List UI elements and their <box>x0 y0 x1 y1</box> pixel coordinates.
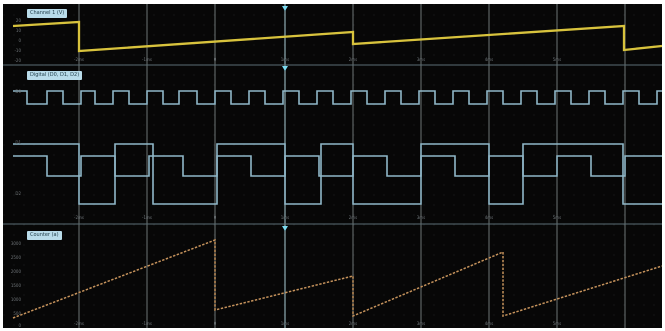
digital-time-label-7: 4ms <box>484 215 494 220</box>
counter-time-label-5: 2ms <box>348 321 358 326</box>
digital-axis-label-3: D2 <box>15 191 21 196</box>
analog-time-label-1: -2ms <box>74 57 84 62</box>
counter-axis-label-1: 3000 <box>10 241 21 246</box>
oscilloscope-plot-area <box>3 4 662 328</box>
counter-axis-label-3: 2000 <box>10 269 21 274</box>
digital-panel: Digital (D0, D1, D2) D0 D1 D2 -2ms -1ms … <box>3 65 662 224</box>
digital-time-label-6: 3ms <box>416 215 426 220</box>
analog-axis-label-1: 20 <box>15 18 21 23</box>
digital-panel-label: Digital (D0, D1, D2) <box>27 71 83 80</box>
digital-time-label-3: 0 <box>213 215 217 220</box>
counter-time-label-8: 5ms <box>552 321 562 326</box>
counter-time-label-6: 3ms <box>416 321 426 326</box>
analog-time-label-4: 1ms <box>280 57 290 62</box>
counter-panel-label: Counter (a) <box>27 231 62 240</box>
digital-waveform-d0 <box>13 90 662 105</box>
counter-panel: Counter (a) 3000 2500 2000 1500 1000 500… <box>3 224 662 328</box>
digital-time-label-2: -1ms <box>142 215 152 220</box>
analog-panel: Channel 1 (V) 20 10 0 -10 -20 -2ms -1ms … <box>3 4 662 65</box>
counter-time-label-2: -1ms <box>142 321 152 326</box>
digital-axis-label-1: D0 <box>15 89 21 94</box>
counter-time-label-1: -2ms <box>74 321 84 326</box>
digital-waveform-d1 <box>13 155 662 177</box>
analog-time-label-3: 0 <box>213 57 217 62</box>
digital-time-label-8: 5ms <box>552 215 562 220</box>
analog-time-label-2: -1ms <box>142 57 152 62</box>
digital-time-label-5: 2ms <box>348 215 358 220</box>
trigger-marker-counter[interactable] <box>282 226 288 231</box>
analog-time-label-7: 4ms <box>484 57 494 62</box>
counter-waveform <box>12 238 662 319</box>
analog-axis-label-3: 0 <box>18 38 21 43</box>
counter-time-label-7: 4ms <box>484 321 494 326</box>
digital-waveform-d2 <box>13 143 662 205</box>
counter-axis-label-5: 1000 <box>10 297 21 302</box>
digital-axis-label-2: D1 <box>15 140 21 145</box>
analog-axis-label-2: 10 <box>15 28 21 33</box>
counter-axis-label-4: 1500 <box>10 283 21 288</box>
analog-panel-label: Channel 1 (V) <box>27 9 68 18</box>
analog-axis-label-5: -20 <box>14 58 21 63</box>
counter-axis-label-2: 2500 <box>10 255 21 260</box>
analog-time-label-5: 2ms <box>348 57 358 62</box>
digital-time-label-4: 1ms <box>280 215 290 220</box>
counter-axis-label-6: 500 <box>13 311 21 316</box>
scope-dot-grid <box>3 4 662 328</box>
counter-axis-label-7: 0 <box>18 323 21 328</box>
counter-time-label-4: 1ms <box>280 321 290 326</box>
oscilloscope-display: Channel 1 (V) 20 10 0 -10 -20 -2ms -1ms … <box>3 4 662 328</box>
trigger-marker-analog[interactable] <box>282 6 288 11</box>
analog-axis-label-4: -10 <box>14 48 21 53</box>
digital-time-label-1: -2ms <box>74 215 84 220</box>
analog-waveform <box>12 20 662 53</box>
counter-time-label-3: 0 <box>213 321 217 326</box>
analog-time-label-8: 5ms <box>552 57 562 62</box>
trigger-marker-digital[interactable] <box>282 66 288 71</box>
analog-time-label-6: 3ms <box>416 57 426 62</box>
